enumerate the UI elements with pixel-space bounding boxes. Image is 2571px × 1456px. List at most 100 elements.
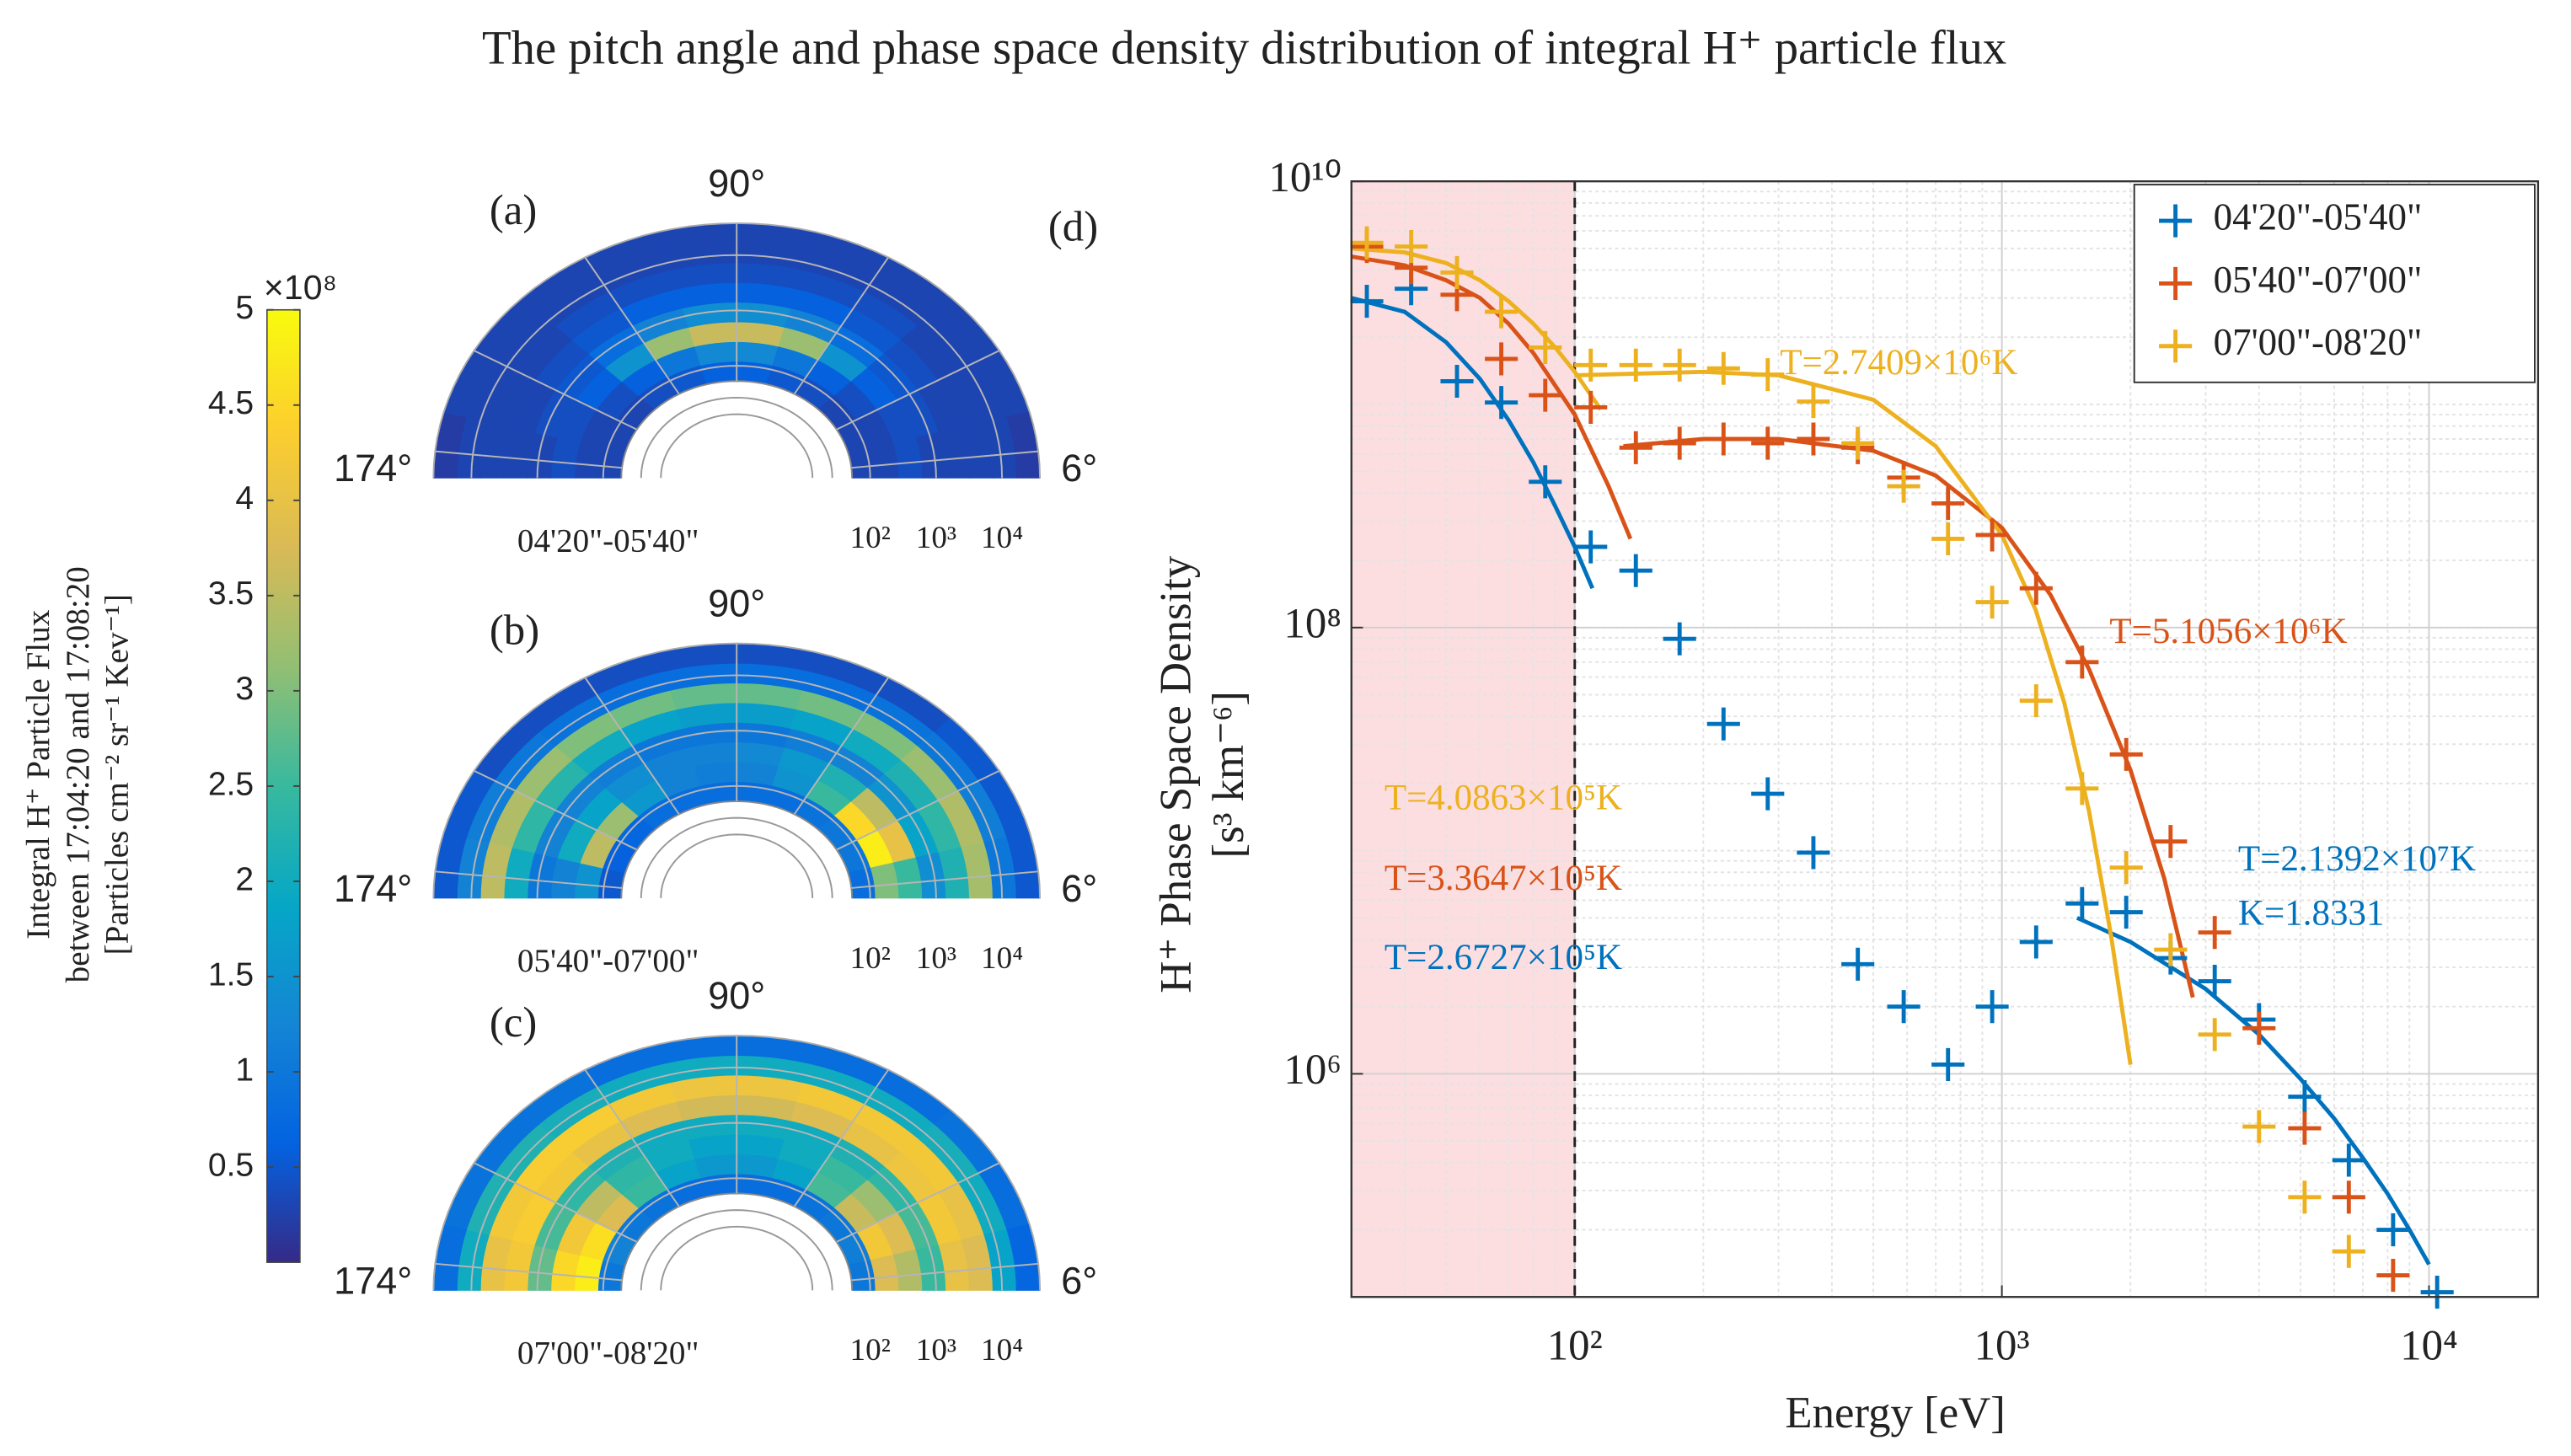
polar-spoke (836, 769, 1000, 851)
data-point (1395, 230, 1428, 264)
data-point (2242, 1110, 2276, 1143)
colorbar-label: [Particles cm⁻² sr⁻¹ Kev⁻¹] (99, 594, 136, 955)
data-point (1931, 1047, 1965, 1082)
colorbar-label: Integral H⁺ Particle Flux (20, 609, 56, 939)
polar-panel: 10² 10³ 10⁴ 174° 90° 6° (a) 04'20"-05'40" (334, 162, 1097, 559)
polar-inner-arc (660, 833, 814, 898)
polar-spoke (836, 350, 1000, 431)
data-point (1619, 348, 1652, 382)
fit-annotation: T=3.3647×10⁵K (1385, 859, 1622, 898)
polar-spoke (793, 256, 889, 395)
data-point (1751, 777, 1785, 811)
legend-marker (2159, 266, 2193, 300)
data-point (1797, 422, 1830, 456)
colorbar-tick-label: 1 (235, 1052, 254, 1088)
fit-annotation: T=2.6727×10⁵K (1385, 938, 1622, 977)
data-point (1485, 386, 1518, 420)
polar-r-tick-label: 10⁴ (981, 941, 1023, 976)
fit-line (1351, 254, 1633, 540)
data-point (1574, 530, 1608, 564)
data-point (1663, 622, 1696, 656)
data-point (1619, 431, 1652, 464)
x-axis-label: Energy [eV] (1785, 1389, 2005, 1437)
polar-spoke (836, 1162, 1000, 1243)
data-point (2332, 1143, 2365, 1177)
panel-label: (d) (1048, 203, 1098, 250)
data-point (2019, 684, 2053, 718)
data-point (1529, 378, 1562, 412)
panel-label: (b) (490, 607, 539, 654)
polar-spoke (584, 677, 680, 815)
polar-subtitle: 07'00"-08'20" (517, 1336, 699, 1372)
data-point (2288, 1079, 2322, 1114)
colorbar-tick-label: 4.5 (208, 385, 254, 421)
polar-spoke (474, 769, 638, 851)
data-point (1975, 586, 2009, 619)
polar-theta-grid (851, 870, 1039, 889)
colorbar-label: between 17:04:20 and 17:08:20 (60, 566, 96, 982)
data-point (2019, 925, 2053, 959)
polar-spoke (793, 1069, 889, 1207)
data-point (2332, 1234, 2365, 1268)
data-point (2109, 851, 2143, 885)
legend-box (2133, 184, 2536, 383)
data-point (1663, 426, 1696, 460)
plot: 10² 10³ 10⁴ 10⁶ 10⁸ 10¹⁰ T=2.6727×10⁵K T=2.1392… (1048, 153, 2540, 1437)
data-point (1350, 226, 1384, 260)
data-point (2154, 825, 2188, 859)
y-axis-label: [s³ km⁻⁶] (1204, 691, 1253, 858)
data-point (1931, 486, 1965, 521)
data-point (2198, 964, 2231, 998)
x-tick-label: 10⁴ (2400, 1321, 2458, 1368)
x-tick-label: 10³ (1974, 1321, 2030, 1368)
polar-panel: 10² 10³ 10⁴ 174° 90° 6° (b) 05'40"-07'00" (334, 582, 1097, 980)
fit-annotation: T=5.1056×10⁶K (2109, 612, 2347, 651)
polar-r-tick-label: 10² (850, 1333, 891, 1368)
polar-spoke (793, 677, 889, 815)
colorbar-tick-label: 0.5 (208, 1147, 254, 1183)
data-point (1706, 707, 1740, 741)
polar-theta-grid (435, 870, 623, 889)
fit-line (1351, 296, 1594, 590)
polar-theta-grid (435, 1262, 623, 1282)
polar-theta-tick-label: 90° (708, 582, 765, 625)
colorbar-tick-label: 1.5 (208, 956, 254, 993)
plot-frame (1350, 180, 2540, 1298)
colorbar-tick-label: 2 (235, 861, 254, 897)
data-point (2065, 772, 2099, 806)
polar-inner-arc (660, 1225, 814, 1291)
legend-label: 04'20"-05'40" (2214, 195, 2423, 238)
data-point (1975, 518, 2009, 552)
polar-r-tick-label: 10² (850, 941, 891, 976)
legend-label: 07'00"-08'20" (2214, 321, 2423, 363)
polar-theta-tick-label: 174° (334, 447, 412, 490)
data-point (2242, 1011, 2276, 1045)
colorbar-tick-label: 3.5 (208, 575, 254, 612)
data-point (1485, 342, 1518, 376)
colorbar-tick-label: 2.5 (208, 766, 254, 802)
colorbar-tick-label: 4 (235, 480, 254, 517)
polar-r-tick-label: 10³ (916, 1333, 956, 1368)
y-tick-label: 10⁸ (1283, 599, 1342, 646)
polar-subtitle: 05'40"-07'00" (517, 943, 699, 979)
data-point (1797, 836, 1830, 870)
data-point (1574, 348, 1608, 382)
data-point (2065, 645, 2099, 679)
polar-r-tick-label: 10² (850, 521, 891, 555)
polar-subtitle: 04'20"-05'40" (517, 522, 699, 559)
data-point (1931, 522, 1965, 555)
legend-marker (2159, 329, 2193, 363)
polar-r-tick-label: 10³ (916, 941, 956, 976)
data-point (1529, 465, 1562, 499)
figure-title: The pitch angle and phase space density … (482, 22, 2006, 75)
panel-label: (a) (490, 186, 537, 233)
data-point (2376, 1259, 2410, 1293)
x-tick-label: 10² (1547, 1321, 1603, 1368)
polar-theta-tick-label: 6° (1061, 1259, 1097, 1302)
data-point (1350, 284, 1384, 318)
polar-theta-tick-label: 6° (1061, 867, 1097, 910)
data-point (2332, 1180, 2365, 1214)
data-point (1440, 364, 1474, 399)
